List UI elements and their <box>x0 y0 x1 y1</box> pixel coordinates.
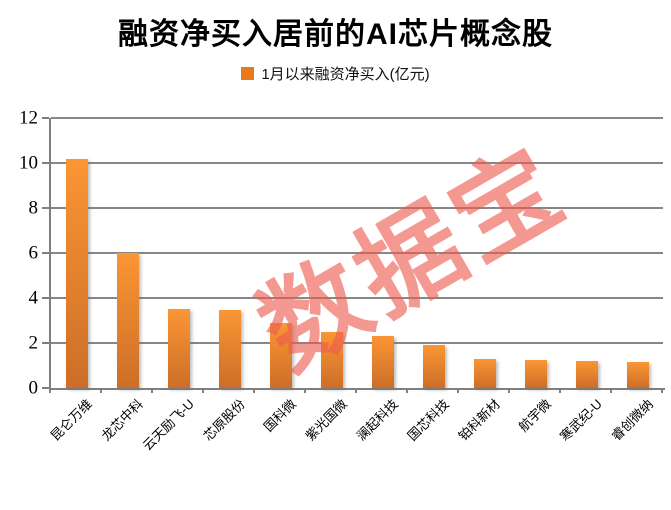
x-axis-tick-6 <box>355 388 357 393</box>
bar-国芯科技 <box>422 345 445 388</box>
x-axis-tick-12 <box>661 388 663 393</box>
x-axis-tick-3 <box>202 388 204 393</box>
y-axis-tick-2 <box>42 342 49 344</box>
x-axis-tick-11 <box>610 388 612 393</box>
bar-寒武纪-U <box>575 361 598 388</box>
gridline-y4 <box>51 297 663 299</box>
y-axis-label-12: 12 <box>19 107 38 129</box>
y-axis-label-0: 0 <box>28 377 39 399</box>
x-axis-tick-0 <box>49 388 51 393</box>
y-axis-label-2: 2 <box>28 332 39 354</box>
x-axis-tick-8 <box>457 388 459 393</box>
gridline-y2 <box>51 342 663 344</box>
y-axis-tick-6 <box>42 252 49 254</box>
gridline-y8 <box>51 207 663 209</box>
gridline-y6 <box>51 252 663 254</box>
bar-国科微 <box>269 322 292 388</box>
x-axis-tick-2 <box>151 388 153 393</box>
y-axis-tick-0 <box>42 387 49 389</box>
bar-紫光国微 <box>320 331 343 388</box>
x-axis-tick-10 <box>559 388 561 393</box>
bar-龙芯中科 <box>116 253 139 388</box>
x-axis-line <box>49 388 665 390</box>
y-axis-label-8: 8 <box>28 197 39 219</box>
plot-area: 0 2 4 6 8 10 12 <box>19 109 665 398</box>
y-axis-tick-4 <box>42 297 49 299</box>
chart-title: 融资净买入居前的AI芯片概念股 <box>118 18 553 51</box>
y-axis-label-6: 6 <box>28 242 39 264</box>
x-axis-tick-4 <box>253 388 255 393</box>
gridline-y12 <box>51 117 663 119</box>
bar-睿创微纳 <box>626 362 649 388</box>
y-axis-line <box>49 118 51 393</box>
legend-label: 1月以来融资净买入(亿元) <box>261 66 430 83</box>
bar-铂科新材 <box>473 358 496 388</box>
bar-航宇微 <box>524 359 547 388</box>
bar-云天励飞-U <box>167 309 190 388</box>
x-axis-tick-7 <box>406 388 408 393</box>
gridline-y10 <box>51 162 663 164</box>
y-axis-label-10: 10 <box>19 152 38 174</box>
bar-芯原股份 <box>218 310 241 388</box>
bar-澜起科技 <box>371 336 394 388</box>
x-axis-tick-1 <box>100 388 102 393</box>
y-axis-label-4: 4 <box>28 287 39 309</box>
x-axis-tick-5 <box>304 388 306 393</box>
bar-昆仑万维 <box>65 158 88 388</box>
y-axis-tick-10 <box>42 162 49 164</box>
y-axis-tick-8 <box>42 207 49 209</box>
y-axis-tick-12 <box>42 117 49 119</box>
legend: 1月以来融资净买入(亿元) <box>0 63 671 84</box>
x-axis-tick-9 <box>508 388 510 393</box>
legend-swatch-icon <box>241 67 255 80</box>
